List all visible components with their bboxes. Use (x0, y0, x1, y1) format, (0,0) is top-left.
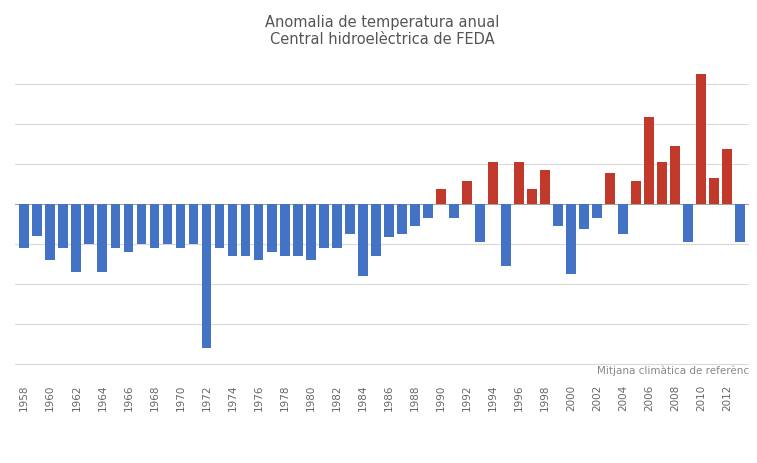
Bar (618, 204, 628, 234)
Bar (566, 204, 576, 274)
Text: Mitjana climàtica de referènc: Mitjana climàtica de referènc (597, 366, 749, 376)
Bar (332, 204, 341, 248)
Bar (111, 204, 120, 248)
Bar (579, 204, 589, 229)
Bar (449, 204, 459, 218)
Bar (410, 204, 419, 226)
Bar (280, 204, 289, 256)
Bar (384, 204, 394, 237)
Bar (215, 204, 224, 248)
Bar (606, 173, 615, 204)
Bar (150, 204, 159, 248)
Bar (436, 189, 446, 204)
Bar (163, 204, 173, 244)
Bar (345, 204, 354, 234)
Bar (254, 204, 263, 260)
Bar (45, 204, 55, 260)
Bar (709, 178, 719, 204)
Bar (397, 204, 407, 234)
Bar (684, 204, 693, 242)
Bar (176, 204, 185, 248)
Bar (475, 204, 484, 242)
Bar (293, 204, 303, 256)
Bar (188, 204, 198, 244)
Bar (58, 204, 68, 248)
Bar (462, 181, 472, 204)
Bar (644, 117, 654, 204)
Bar (98, 204, 107, 272)
Bar (657, 162, 667, 204)
Bar (20, 204, 29, 248)
Bar (592, 204, 602, 218)
Bar (423, 204, 433, 218)
Bar (631, 181, 641, 204)
Bar (85, 204, 94, 244)
Bar (71, 204, 81, 272)
Title: Anomalia de temperatura anual
Central hidroelèctrica de FEDA: Anomalia de temperatura anual Central hi… (265, 15, 500, 47)
Bar (671, 146, 680, 204)
Bar (488, 162, 498, 204)
Bar (358, 204, 368, 275)
Bar (540, 170, 550, 204)
Bar (228, 204, 238, 256)
Bar (319, 204, 329, 248)
Bar (136, 204, 146, 244)
Bar (527, 189, 537, 204)
Bar (33, 204, 42, 236)
Bar (514, 162, 524, 204)
Bar (123, 204, 133, 251)
Bar (371, 204, 381, 256)
Bar (553, 204, 563, 226)
Bar (722, 149, 732, 204)
Bar (736, 204, 745, 242)
Bar (501, 204, 511, 266)
Bar (306, 204, 316, 260)
Bar (241, 204, 251, 256)
Bar (201, 204, 211, 348)
Bar (266, 204, 276, 251)
Bar (696, 74, 706, 204)
